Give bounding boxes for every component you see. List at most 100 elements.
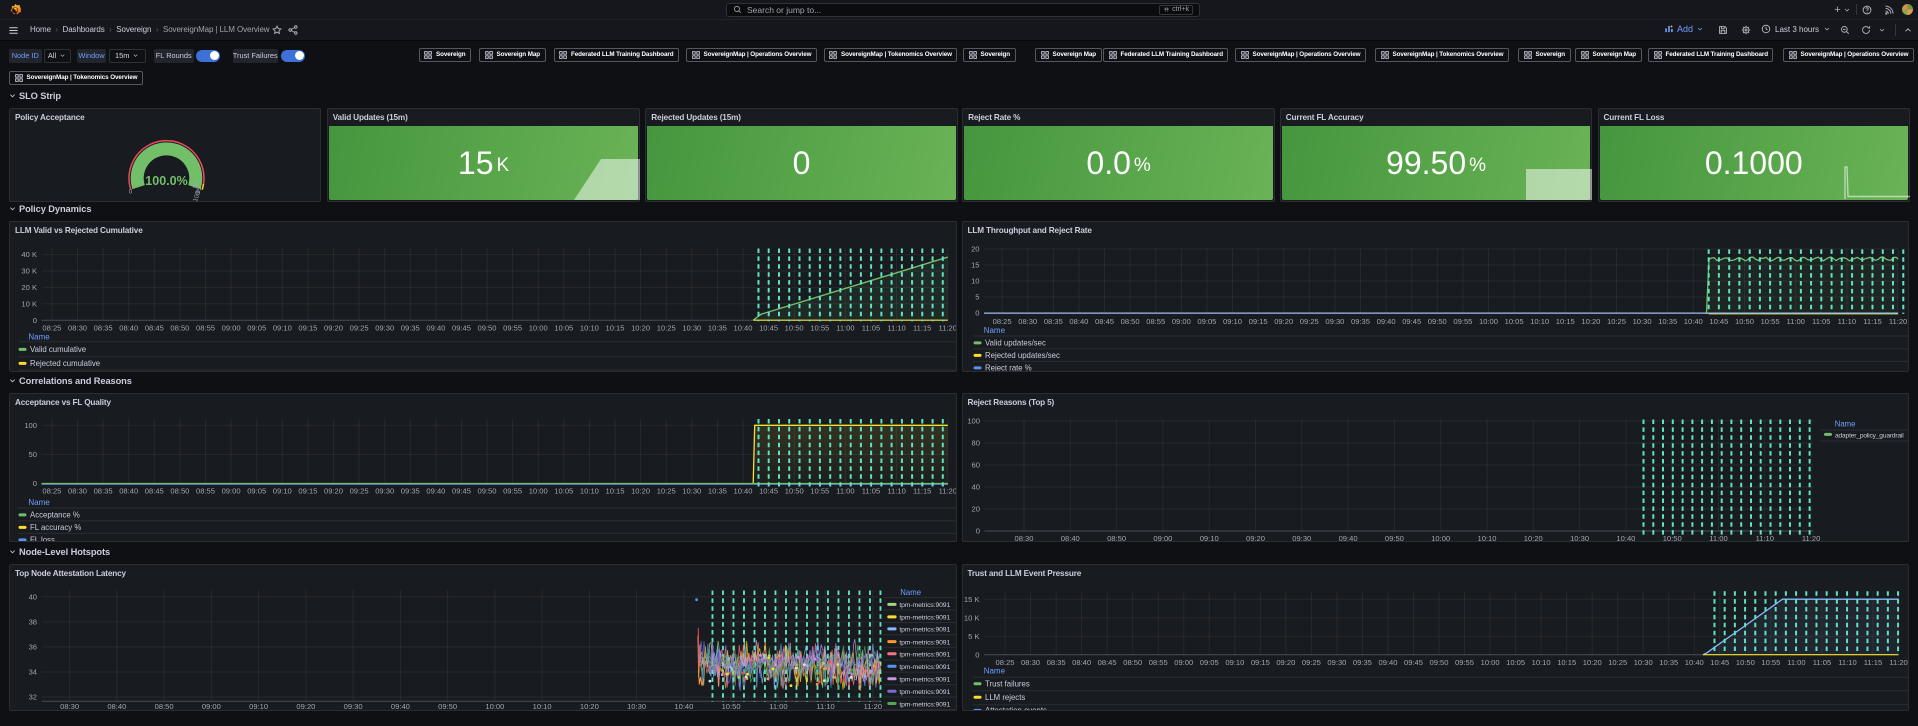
svg-text:08:25: 08:25	[42, 486, 61, 495]
svg-text:Attestation events: Attestation events	[985, 706, 1047, 711]
svg-text:09:00: 09:00	[202, 702, 221, 711]
svg-text:80: 80	[971, 438, 979, 447]
svg-text:11:20: 11:20	[1888, 316, 1906, 325]
svg-text:08:50: 08:50	[1107, 534, 1126, 542]
svg-text:09:20: 09:20	[1245, 534, 1264, 542]
svg-text:08:50: 08:50	[1123, 658, 1142, 667]
svg-text:11:20: 11:20	[939, 486, 957, 495]
svg-text:10:20: 10:20	[631, 486, 650, 495]
svg-text:09:35: 09:35	[401, 323, 420, 332]
svg-text:adapter_policy_guardrail: adapter_policy_guardrail	[1835, 432, 1904, 439]
svg-text:40: 40	[971, 482, 979, 491]
svg-text:Acceptance %: Acceptance %	[30, 510, 80, 519]
svg-text:11:10: 11:10	[1755, 534, 1773, 542]
svg-text:11:00: 11:00	[836, 486, 854, 495]
svg-text:11:15: 11:15	[913, 323, 931, 332]
svg-text:10:25: 10:25	[1608, 658, 1627, 667]
svg-text:09:50: 09:50	[1429, 658, 1448, 667]
svg-text:09:30: 09:30	[1325, 316, 1344, 325]
svg-text:tpm-metrics:9091: tpm-metrics:9091	[899, 689, 950, 696]
svg-text:10:35: 10:35	[708, 486, 727, 495]
svg-text:Name: Name	[983, 666, 1005, 675]
svg-text:95: 95	[195, 186, 204, 195]
svg-text:10:05: 10:05	[554, 323, 573, 332]
svg-text:11:15: 11:15	[1863, 316, 1881, 325]
svg-text:09:35: 09:35	[1352, 658, 1371, 667]
svg-text:09:40: 09:40	[1376, 316, 1395, 325]
svg-text:0: 0	[975, 308, 979, 317]
svg-text:100.0%: 100.0%	[145, 174, 187, 188]
svg-text:11:15: 11:15	[913, 486, 931, 495]
svg-text:08:50: 08:50	[155, 702, 174, 711]
svg-text:10:40: 10:40	[733, 323, 752, 332]
svg-text:Name: Name	[1834, 419, 1855, 428]
svg-text:11:05: 11:05	[1812, 658, 1830, 667]
svg-text:36: 36	[29, 642, 37, 651]
svg-text:10:30: 10:30	[682, 323, 701, 332]
svg-text:10:45: 10:45	[759, 323, 778, 332]
svg-text:10:15: 10:15	[605, 486, 624, 495]
svg-text:10:30: 10:30	[682, 486, 701, 495]
svg-text:0: 0	[129, 188, 133, 195]
svg-text:08:35: 08:35	[1043, 316, 1062, 325]
svg-text:08:40: 08:40	[107, 702, 126, 711]
svg-text:11:10: 11:10	[887, 486, 905, 495]
svg-text:10:50: 10:50	[1735, 658, 1754, 667]
svg-text:09:05: 09:05	[247, 486, 266, 495]
svg-text:10:00: 10:00	[1479, 316, 1498, 325]
svg-text:08:40: 08:40	[1060, 534, 1079, 542]
svg-text:tpm-metrics:9091: tpm-metrics:9091	[899, 639, 950, 646]
svg-text:09:20: 09:20	[324, 323, 343, 332]
svg-text:09:10: 09:10	[273, 323, 292, 332]
svg-text:08:45: 08:45	[1095, 316, 1114, 325]
svg-text:10:45: 10:45	[759, 486, 778, 495]
svg-text:09:40: 09:40	[1338, 534, 1357, 542]
svg-text:0: 0	[975, 650, 979, 659]
svg-text:09:10: 09:10	[249, 702, 268, 711]
svg-text:0: 0	[33, 479, 37, 488]
svg-text:10:45: 10:45	[1709, 316, 1728, 325]
svg-text:08:30: 08:30	[1018, 316, 1037, 325]
svg-text:08:25: 08:25	[995, 658, 1014, 667]
svg-text:38: 38	[29, 617, 37, 626]
svg-text:10:10: 10:10	[580, 323, 599, 332]
svg-text:09:15: 09:15	[298, 323, 317, 332]
svg-text:08:25: 08:25	[992, 316, 1011, 325]
svg-text:09:15: 09:15	[1248, 316, 1267, 325]
svg-text:10:00: 10:00	[1480, 658, 1499, 667]
svg-text:09:50: 09:50	[477, 486, 496, 495]
svg-text:10:15: 10:15	[606, 323, 625, 332]
svg-text:09:25: 09:25	[1299, 316, 1318, 325]
svg-text:09:55: 09:55	[503, 323, 522, 332]
svg-text:10:00: 10:00	[1431, 534, 1450, 542]
svg-text:10:55: 10:55	[1761, 658, 1780, 667]
svg-text:10:45: 10:45	[1710, 658, 1729, 667]
svg-text:11:00: 11:00	[1709, 534, 1727, 542]
svg-text:10:20: 10:20	[580, 702, 599, 711]
svg-text:tpm-metrics:9091: tpm-metrics:9091	[899, 626, 950, 633]
svg-text:09:35: 09:35	[401, 486, 420, 495]
svg-text:10:10: 10:10	[1530, 316, 1549, 325]
svg-text:10:05: 10:05	[1504, 316, 1523, 325]
svg-text:90: 90	[192, 180, 201, 189]
svg-text:08:45: 08:45	[145, 486, 164, 495]
svg-text:10:10: 10:10	[1531, 658, 1550, 667]
svg-text:10:30: 10:30	[1632, 316, 1651, 325]
svg-text:09:05: 09:05	[247, 323, 266, 332]
svg-text:09:00: 09:00	[1174, 658, 1193, 667]
svg-text:11:05: 11:05	[1812, 316, 1830, 325]
svg-text:09:50: 09:50	[478, 323, 497, 332]
svg-text:09:00: 09:00	[222, 486, 241, 495]
svg-text:10:20: 10:20	[1523, 534, 1542, 542]
svg-text:10:40: 10:40	[674, 702, 693, 711]
svg-text:11:10: 11:10	[816, 702, 834, 711]
svg-text:11:10: 11:10	[1837, 316, 1855, 325]
svg-text:10:35: 10:35	[1658, 316, 1677, 325]
svg-text:08:40: 08:40	[119, 486, 138, 495]
svg-text:10:25: 10:25	[657, 486, 676, 495]
svg-text:10:25: 10:25	[657, 323, 676, 332]
svg-text:08:30: 08:30	[60, 702, 79, 711]
svg-text:10:15: 10:15	[1555, 316, 1574, 325]
svg-text:tpm-metrics:9091: tpm-metrics:9091	[899, 701, 950, 708]
svg-text:08:45: 08:45	[145, 323, 164, 332]
